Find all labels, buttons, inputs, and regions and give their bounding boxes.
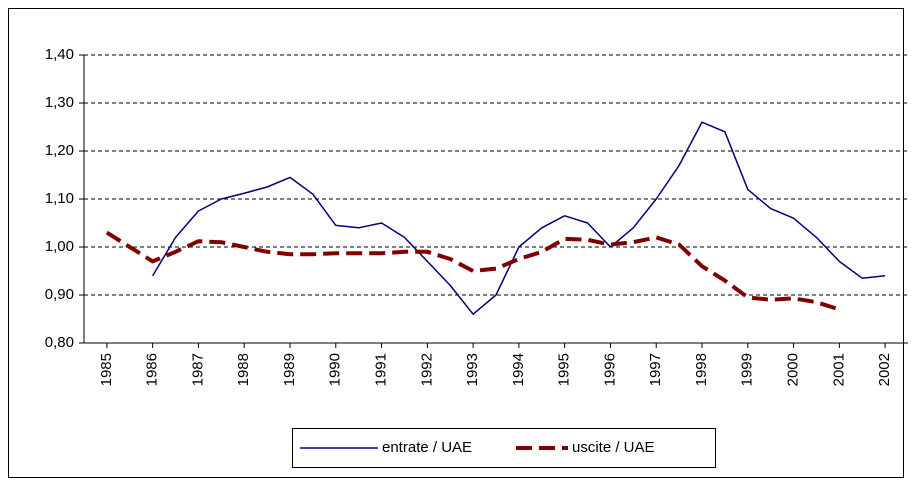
y-tick-label: 1,20 [45, 142, 74, 159]
x-tick-label: 2000 [785, 353, 802, 386]
series-line [152, 121, 886, 315]
x-tick-label: 1993 [464, 353, 481, 386]
series-line [105, 230, 840, 312]
x-tick-label: 1990 [327, 353, 344, 386]
chart-border [8, 8, 904, 478]
y-tick-label: 1,00 [45, 238, 74, 255]
x-tick-label: 1986 [144, 353, 161, 386]
x-tick-label: 1996 [601, 353, 618, 386]
y-tick-label: 0,80 [45, 334, 74, 351]
legend-label: entrate / UAE [382, 439, 472, 456]
x-tick-label: 1991 [373, 353, 390, 386]
x-tick-label: 1995 [556, 353, 573, 386]
x-tick-label: 1997 [647, 353, 664, 386]
y-tick-label: 1,10 [45, 190, 74, 207]
x-tick-label: 1985 [98, 353, 115, 386]
y-tick-label: 1,30 [45, 94, 74, 111]
x-tick-label: 1989 [281, 353, 298, 386]
x-tick-label: 1999 [739, 353, 756, 386]
y-tick-label: 0,90 [45, 286, 74, 303]
x-tick-label: 1992 [418, 353, 435, 386]
y-tick-label: 1,40 [45, 46, 74, 63]
x-tick-label: 1987 [189, 353, 206, 386]
x-tick-label: 1988 [235, 353, 252, 386]
x-tick-label: 1998 [693, 353, 710, 386]
x-tick-label: 1994 [510, 353, 527, 386]
legend-label: uscite / UAE [572, 439, 655, 456]
x-tick-label: 2001 [830, 353, 847, 386]
x-tick-label: 2002 [876, 353, 893, 386]
